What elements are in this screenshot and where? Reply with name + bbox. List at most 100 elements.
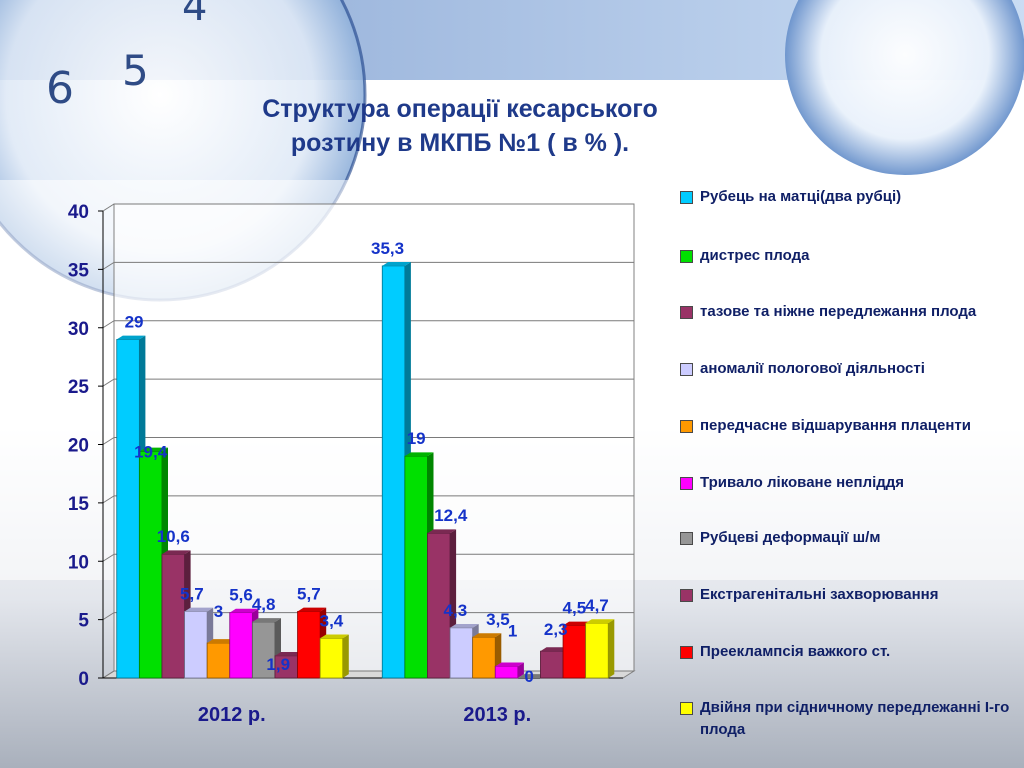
bar-top bbox=[563, 621, 592, 626]
y-tick-label: 10 bbox=[68, 552, 89, 573]
bar-front bbox=[229, 612, 253, 679]
legend-item: Рубцеві деформації ш/м bbox=[678, 527, 1018, 549]
legend-item: дистрес плода bbox=[678, 245, 1018, 267]
legend-swatch bbox=[680, 702, 693, 715]
gridline-side bbox=[102, 320, 115, 329]
bar-top bbox=[297, 607, 327, 612]
gridline-side bbox=[102, 378, 115, 387]
data-label: 5,7 bbox=[297, 584, 321, 603]
bar-side bbox=[608, 619, 615, 678]
bar-front bbox=[449, 627, 474, 679]
y-tick-label: 5 bbox=[78, 611, 89, 632]
bar-top bbox=[472, 633, 502, 638]
bar-top bbox=[116, 335, 146, 340]
bar-0-7 bbox=[274, 651, 304, 679]
data-label: 3,5 bbox=[486, 610, 510, 629]
data-label: 4,8 bbox=[252, 595, 276, 614]
legend-swatch bbox=[680, 250, 693, 263]
data-label: 5,7 bbox=[180, 584, 204, 603]
bar-1-5 bbox=[494, 662, 524, 679]
legend-label: Рубцеві деформації ш/м bbox=[700, 529, 881, 546]
bar-top bbox=[139, 447, 168, 452]
gridline-side bbox=[102, 495, 115, 504]
gridline-side bbox=[102, 261, 115, 270]
bar-front bbox=[585, 622, 609, 679]
bar-front bbox=[206, 642, 231, 679]
legend-swatch bbox=[680, 477, 693, 490]
clock-numbers: 6 5 4 bbox=[46, 0, 207, 114]
gridline-side bbox=[102, 553, 115, 562]
legend-item: тазове та ніжне передлежання плода bbox=[678, 301, 1018, 323]
bar-front bbox=[184, 611, 208, 679]
data-label: 4,5 bbox=[563, 598, 587, 617]
y-tick-label: 25 bbox=[68, 377, 90, 398]
bar-1-6 bbox=[517, 674, 547, 678]
y-tick-label: 40 bbox=[68, 202, 89, 223]
legend-swatch bbox=[680, 306, 693, 319]
legend-item: Двійня при сідничному передлежанні І-го … bbox=[678, 697, 1018, 741]
x-category-label: 2013 р. bbox=[463, 704, 531, 726]
data-label: 12,4 bbox=[434, 506, 468, 525]
legend-label: Рубець на матці(два рубці) bbox=[700, 188, 902, 205]
svg-text:5: 5 bbox=[122, 46, 149, 95]
data-label: 2,3 bbox=[544, 620, 568, 639]
bar-top bbox=[585, 619, 615, 624]
legend-swatch bbox=[680, 532, 693, 545]
y-tick-label: 15 bbox=[68, 494, 90, 515]
legend-swatch bbox=[680, 191, 693, 204]
bar-front bbox=[297, 611, 321, 679]
bar-top bbox=[207, 639, 236, 643]
data-label: 19 bbox=[407, 429, 426, 448]
legend-item: Рубець на матці(два рубці) bbox=[678, 186, 1018, 208]
y-tick-label: 30 bbox=[68, 319, 89, 340]
legend-item: аномалії пологової діяльності bbox=[678, 358, 1018, 380]
bar-top bbox=[427, 529, 457, 534]
svg-text:6: 6 bbox=[46, 63, 74, 114]
legend-swatch bbox=[680, 363, 693, 376]
data-label: 3,4 bbox=[320, 611, 344, 630]
data-label: 5,6 bbox=[229, 586, 253, 605]
data-label: 35,3 bbox=[371, 239, 404, 258]
legend-label: Екстрагенітальні захворювання bbox=[700, 586, 939, 603]
legend-item: Прееклампсія важкого ст. bbox=[678, 641, 1018, 663]
y-tick-label: 0 bbox=[78, 669, 89, 690]
data-label: 4,7 bbox=[585, 596, 609, 615]
x-axis: 2012 р. 2013 р. bbox=[198, 704, 531, 726]
gridline-side bbox=[102, 670, 115, 679]
legend-item: Екстрагенітальні захворювання bbox=[678, 584, 1018, 606]
bar-top bbox=[540, 647, 570, 652]
page-title: Структура операції кесарського розтину в… bbox=[160, 92, 760, 160]
legend-swatch bbox=[680, 420, 693, 433]
bar-top bbox=[450, 623, 479, 628]
bar-top bbox=[382, 262, 411, 266]
bar-front bbox=[472, 636, 496, 679]
bar-front bbox=[381, 265, 406, 679]
data-label: 3 bbox=[214, 602, 223, 621]
bar-0-9 bbox=[319, 634, 349, 679]
legend-label: передчасне відшарування плаценти bbox=[700, 417, 971, 434]
svg-text:4: 4 bbox=[182, 0, 207, 30]
legend-label: аномалії пологової діяльності bbox=[700, 360, 925, 377]
legend-label: тазове та ніжне передлежання плода bbox=[700, 303, 977, 320]
bars bbox=[116, 262, 615, 679]
title-line-2: розтину в МКПБ №1 ( в % ). bbox=[290, 129, 630, 157]
data-label: 19,4 bbox=[134, 443, 168, 462]
bar-front bbox=[138, 451, 163, 679]
bar-top bbox=[404, 452, 434, 457]
legend-swatch bbox=[680, 589, 693, 602]
data-label: 29 bbox=[125, 312, 144, 331]
data-labels: 29 19,4 10,6 5,7 3 5,64,8 1,9 5,7 3,4 35,3 19 12,4 4… bbox=[125, 239, 609, 686]
bar-top bbox=[495, 662, 524, 667]
bar-front bbox=[116, 339, 140, 679]
x-category-label: 2012 р. bbox=[198, 704, 266, 726]
data-label: 0 bbox=[524, 667, 533, 686]
gridline-side bbox=[102, 612, 115, 621]
legend-item: передчасне відшарування плаценти bbox=[678, 415, 1018, 437]
bar-front bbox=[319, 637, 344, 679]
data-label: 1,9 bbox=[266, 655, 290, 674]
bar-front bbox=[161, 553, 185, 679]
bar-front bbox=[494, 665, 519, 679]
legend-item: Тривало ліковане непліддя bbox=[678, 472, 1018, 494]
